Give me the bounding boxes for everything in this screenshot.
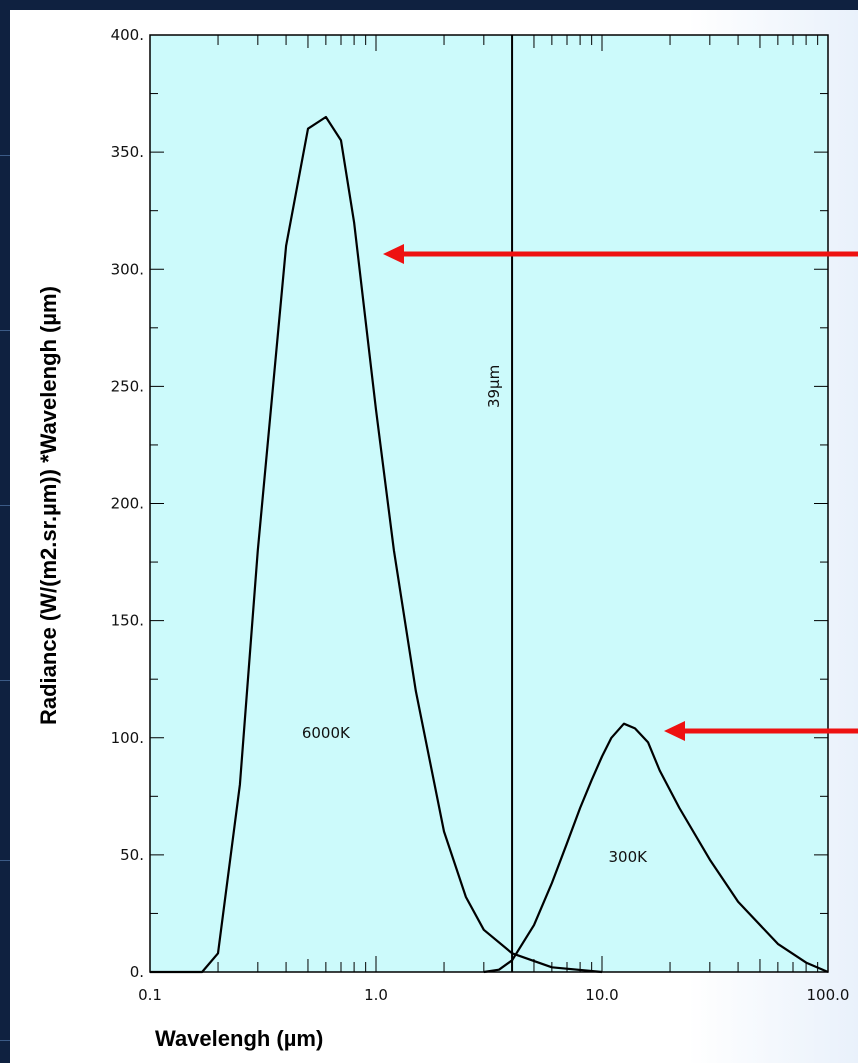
top-frame-strip (0, 0, 858, 10)
x-tick-label: 1.0 (364, 986, 388, 1004)
annotation-label: 300K (609, 848, 649, 866)
y-tick-label: 100. (111, 729, 144, 747)
annotation-label: 6000K (302, 724, 351, 742)
annotation-label: 39µm (485, 365, 503, 408)
x-tick-label: 100.0 (807, 986, 850, 1004)
red-arrow-lower (664, 721, 858, 741)
y-tick-label: 0. (130, 963, 144, 981)
y-tick-label: 200. (111, 495, 144, 513)
series-curve-300K (483, 722, 829, 974)
annotations: 6000K 300K 39µm (302, 365, 648, 866)
left-frame-strip (0, 0, 10, 1063)
series-curve-6000K (150, 115, 603, 974)
red-arrow-upper (383, 244, 858, 264)
x-axis-title: Wavelengh (µm) (155, 1026, 323, 1051)
frame-divider (0, 860, 10, 861)
x-tick-label: 0.1 (138, 986, 162, 1004)
y-tick-label: 400. (111, 26, 144, 44)
y-tick-label: 150. (111, 612, 144, 630)
curves (150, 115, 829, 974)
y-tick-label: 300. (111, 260, 144, 278)
y-tick-label: 50. (120, 846, 144, 864)
plot-area (150, 35, 828, 972)
frame-divider (0, 1040, 10, 1041)
frame-divider (0, 505, 10, 506)
x-tick-label: 10.0 (585, 986, 618, 1004)
tick-labels: 0. 50. 100. 150. 200. 250. 300. 350. 400. 0.1 1.0 1… (111, 26, 850, 1004)
y-axis-title: Radiance (W/(m2.sr.µm)) *Wavelengh (µm) (36, 286, 61, 725)
frame-divider (0, 330, 10, 331)
y-tick-label: 350. (111, 143, 144, 161)
plot-frame (149, 34, 829, 973)
frame-divider (0, 155, 10, 156)
frame-divider (0, 680, 10, 681)
y-tick-label: 250. (111, 377, 144, 395)
